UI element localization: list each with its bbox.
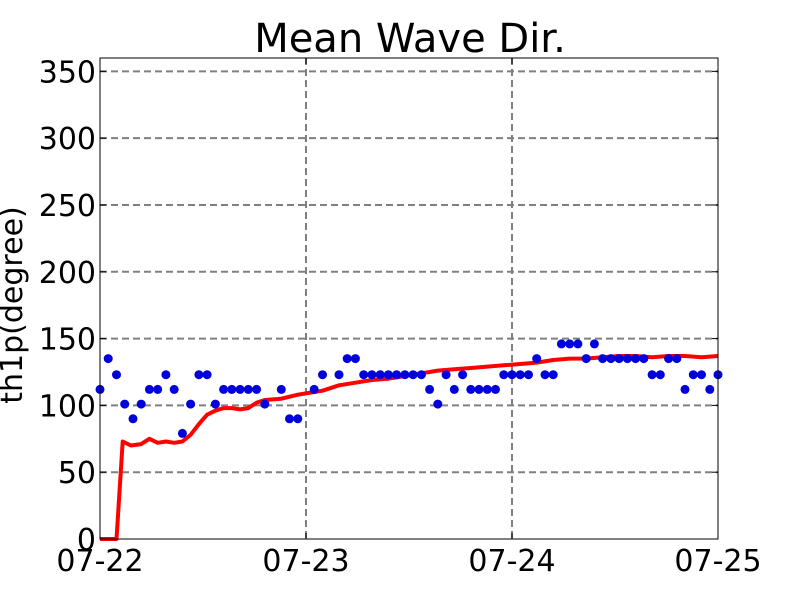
mean-direction-line bbox=[100, 354, 719, 541]
data-point bbox=[639, 354, 649, 364]
data-point bbox=[400, 370, 410, 380]
data-point bbox=[474, 384, 484, 394]
data-point bbox=[441, 370, 451, 380]
data-point bbox=[243, 384, 253, 394]
data-point bbox=[598, 354, 608, 364]
data-point bbox=[482, 384, 492, 394]
data-point bbox=[136, 399, 146, 409]
data-point bbox=[350, 354, 360, 364]
data-point bbox=[309, 384, 319, 394]
scatter-series bbox=[95, 339, 723, 438]
data-point bbox=[622, 354, 632, 364]
data-point bbox=[664, 354, 674, 364]
data-point bbox=[416, 370, 426, 380]
data-point bbox=[128, 414, 138, 424]
y-axis-label: th1p(degree) bbox=[0, 206, 30, 403]
data-point bbox=[186, 399, 196, 409]
data-point bbox=[449, 384, 459, 394]
data-point bbox=[614, 354, 624, 364]
grid bbox=[100, 58, 718, 539]
data-point bbox=[556, 339, 566, 349]
data-point bbox=[359, 370, 369, 380]
x-tick-label: 07-23 bbox=[262, 544, 349, 579]
axis-ticks: 0 50 100 150 200 250 300 350 07-22 07-23 07-24 07-2… bbox=[39, 55, 762, 579]
data-point bbox=[103, 354, 113, 364]
chart-title: Mean Wave Dir. bbox=[254, 16, 566, 62]
data-point bbox=[235, 384, 245, 394]
data-point bbox=[334, 370, 344, 380]
data-point bbox=[515, 370, 525, 380]
data-point bbox=[524, 370, 533, 380]
y-tick-label: 0 bbox=[77, 523, 96, 558]
data-point bbox=[252, 384, 262, 394]
data-point bbox=[375, 370, 385, 380]
line-series bbox=[100, 354, 719, 541]
y-tick-label: 50 bbox=[58, 456, 96, 491]
data-point bbox=[688, 370, 698, 380]
data-point bbox=[540, 370, 550, 380]
data-point bbox=[697, 370, 706, 380]
data-point bbox=[565, 339, 575, 349]
data-point bbox=[392, 370, 402, 380]
y-tick-label: 300 bbox=[39, 122, 96, 157]
data-point bbox=[342, 354, 352, 364]
y-tick-label: 100 bbox=[39, 389, 96, 424]
data-point bbox=[144, 384, 154, 394]
plot-frame bbox=[99, 57, 719, 540]
data-point bbox=[680, 384, 690, 394]
data-point bbox=[112, 370, 121, 380]
data-point bbox=[466, 384, 476, 394]
data-point bbox=[705, 384, 715, 394]
data-point bbox=[581, 354, 591, 364]
data-point bbox=[161, 370, 171, 380]
x-tick-label: 07-24 bbox=[468, 544, 555, 579]
data-point bbox=[120, 399, 130, 409]
data-point bbox=[548, 370, 558, 380]
data-point bbox=[458, 370, 468, 380]
data-point bbox=[507, 370, 517, 380]
data-point bbox=[153, 384, 163, 394]
data-point bbox=[383, 370, 393, 380]
data-point bbox=[655, 370, 665, 380]
data-point bbox=[202, 370, 212, 380]
data-point bbox=[499, 370, 509, 380]
data-point bbox=[276, 384, 286, 394]
data-point bbox=[367, 370, 377, 380]
data-point bbox=[194, 370, 204, 380]
data-point bbox=[408, 370, 418, 380]
data-point bbox=[589, 339, 599, 349]
data-point bbox=[647, 370, 657, 380]
data-point bbox=[425, 384, 435, 394]
data-point bbox=[631, 354, 641, 364]
data-point bbox=[491, 384, 500, 394]
data-point bbox=[606, 354, 616, 364]
data-point bbox=[318, 370, 327, 380]
data-point bbox=[573, 339, 583, 349]
y-tick-label: 250 bbox=[39, 189, 96, 224]
x-tick-label: 07-22 bbox=[56, 544, 143, 579]
data-point bbox=[433, 399, 443, 409]
data-point bbox=[177, 428, 187, 438]
data-point bbox=[672, 354, 682, 364]
y-tick-label: 350 bbox=[39, 55, 96, 90]
data-point bbox=[227, 384, 237, 394]
data-point bbox=[285, 414, 294, 424]
data-point bbox=[210, 399, 220, 409]
data-point bbox=[532, 354, 542, 364]
data-point bbox=[169, 384, 179, 394]
y-tick-label: 150 bbox=[39, 323, 96, 358]
data-point bbox=[219, 384, 229, 394]
y-tick-label: 200 bbox=[39, 256, 96, 291]
data-point bbox=[260, 399, 270, 409]
data-point bbox=[293, 414, 303, 424]
x-tick-label: 07-25 bbox=[674, 544, 761, 579]
